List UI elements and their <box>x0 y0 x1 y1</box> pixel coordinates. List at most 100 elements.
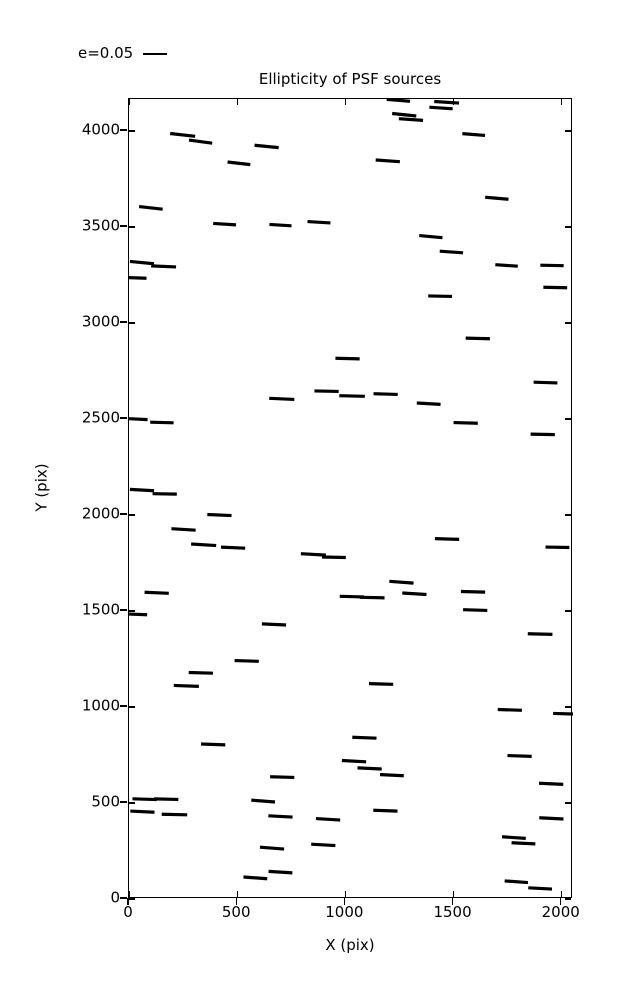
psf-whisker <box>151 264 177 269</box>
y-tick-mark-right <box>565 418 571 420</box>
x-tick-mark-bottom-inner <box>344 891 346 897</box>
psf-whisker <box>234 658 259 663</box>
psf-whisker <box>389 579 414 585</box>
psf-whisker <box>321 555 346 560</box>
y-tick-mark-left-inner <box>129 418 135 420</box>
psf-whisker <box>538 781 564 786</box>
y-tick-mark <box>120 129 127 131</box>
psf-whisker <box>150 420 174 425</box>
psf-whisker <box>268 814 293 819</box>
psf-whisker <box>462 132 486 138</box>
y-tick-mark-right <box>565 802 571 804</box>
y-tick-mark-right <box>565 706 571 708</box>
y-tick-mark <box>120 705 127 707</box>
psf-whisker <box>129 612 148 617</box>
psf-whisker <box>144 590 169 595</box>
x-tick-mark-bottom-inner <box>561 891 563 897</box>
psf-whisker <box>398 117 424 122</box>
psf-whisker <box>314 389 339 394</box>
psf-whisker <box>270 775 295 780</box>
y-axis-label: Y (pix) <box>32 463 51 512</box>
y-tick-mark-right <box>565 322 571 324</box>
psf-whisker <box>528 886 553 891</box>
x-tick-mark <box>451 898 454 905</box>
legend-ellipticity-key: e=0.05 <box>78 44 168 62</box>
y-tick-mark-left-inner <box>129 706 135 708</box>
psf-whisker <box>311 842 336 848</box>
y-tick-mark <box>120 609 127 611</box>
psf-whisker <box>368 682 394 686</box>
psf-whisker <box>339 394 365 398</box>
y-tick-mark-left-inner <box>129 514 135 516</box>
psf-whisker <box>335 356 360 361</box>
psf-whisker <box>268 869 293 875</box>
x-tick-mark-top <box>561 99 563 105</box>
x-tick-mark-bottom-inner <box>128 891 130 897</box>
psf-whisker <box>315 816 341 822</box>
x-tick-mark-bottom-inner <box>236 891 238 897</box>
y-tick-mark <box>120 417 127 419</box>
psf-whisker <box>259 845 285 851</box>
psf-whisker <box>130 809 155 814</box>
psf-whisker <box>428 294 453 299</box>
psf-whisker <box>269 222 292 228</box>
x-tick-mark <box>127 898 129 905</box>
psf-whisker <box>359 595 385 600</box>
psf-whisker <box>460 589 486 594</box>
psf-whisker <box>543 285 568 290</box>
y-tick-label: 3000 <box>81 312 120 331</box>
psf-whisker <box>269 396 295 402</box>
x-tick-label: 0 <box>123 903 133 921</box>
y-tick-mark-left-inner <box>129 322 135 324</box>
psf-whisker <box>138 204 163 211</box>
y-tick-mark-left-inner <box>129 130 135 132</box>
legend-label: e=0.05 <box>78 44 134 62</box>
x-tick-mark-top <box>128 99 130 105</box>
psf-whisker <box>485 195 509 201</box>
y-tick-label: 0 <box>110 888 120 907</box>
legend-line-icon <box>143 52 168 55</box>
y-tick-label: 1000 <box>81 696 120 715</box>
psf-whisker-series <box>129 99 573 891</box>
y-tick-mark <box>120 321 127 323</box>
psf-whisker <box>501 835 526 840</box>
psf-whisker <box>453 420 478 425</box>
psf-whisker <box>251 798 276 804</box>
x-tick-mark <box>343 898 345 905</box>
psf-whisker <box>373 392 398 397</box>
psf-whisker <box>129 417 148 422</box>
y-tick-label: 2000 <box>81 504 120 523</box>
psf-whisker <box>132 797 157 802</box>
y-tick-mark-right <box>565 514 571 516</box>
y-tick-mark <box>120 801 127 803</box>
psf-whisker <box>207 512 232 518</box>
psf-whisker <box>539 816 564 821</box>
psf-whisker <box>419 233 443 240</box>
psf-whisker <box>161 812 188 817</box>
x-tick-label: 2000 <box>541 903 580 921</box>
psf-whisker <box>227 160 251 167</box>
x-tick-mark <box>560 898 562 905</box>
y-tick-mark-left-inner <box>129 226 135 228</box>
psf-whisker <box>254 143 279 150</box>
x-axis-label: X (pix) <box>325 936 375 954</box>
psf-whisker <box>129 487 155 493</box>
psf-whisker <box>341 758 367 764</box>
psf-whisker <box>300 552 326 557</box>
psf-whisker <box>170 131 196 138</box>
y-tick-mark-left-inner <box>129 898 135 900</box>
psf-whisker <box>154 797 179 802</box>
x-tick-mark <box>235 898 237 905</box>
psf-whisker <box>530 432 555 437</box>
y-tick-mark <box>120 897 127 899</box>
psf-whisker <box>402 591 427 597</box>
x-tick-mark-top <box>344 99 346 105</box>
y-tick-mark <box>120 225 127 227</box>
psf-whisker <box>373 808 398 813</box>
psf-whisker <box>463 608 488 613</box>
psf-whisker <box>129 276 147 280</box>
psf-whisker <box>261 622 287 627</box>
y-axis-tick-labels: 0 500 1000 1500 2000 2500 3000 3500 4000 <box>48 98 127 905</box>
y-tick-mark-right <box>565 898 571 900</box>
